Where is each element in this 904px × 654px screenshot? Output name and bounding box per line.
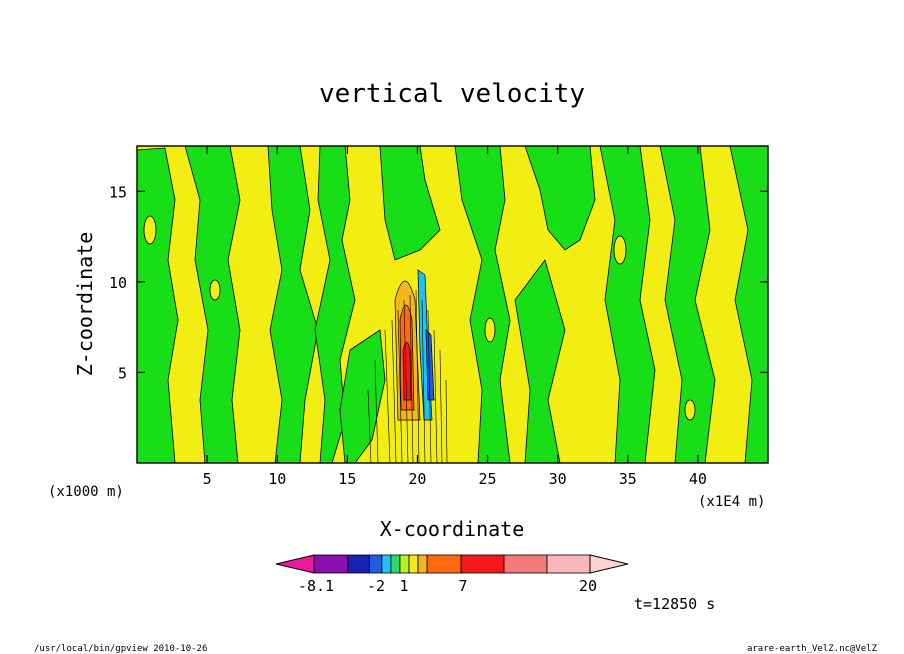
colorbar-swatch [460, 554, 505, 574]
velocity-field [137, 146, 768, 463]
colorbar-max-triangle [589, 554, 629, 574]
chart-title: vertical velocity [319, 79, 585, 109]
colorbar-swatch [546, 554, 591, 574]
x-tick-label: 35 [619, 470, 637, 488]
colorbar-swatch [390, 554, 401, 574]
colorbar-swatch [399, 554, 410, 574]
x-tick-label: 10 [268, 470, 286, 488]
convective-core [394, 269, 435, 421]
colorbar-swatch [426, 554, 462, 574]
colorbar-min-triangle [275, 554, 315, 574]
colorbar-swatch [313, 554, 349, 574]
z-unit-label: (x1000 m) [48, 484, 124, 500]
colorbar-swatch [417, 554, 428, 574]
footer-right: arare-earth_VelZ.nc@VelZ [747, 644, 878, 654]
x-tick-label: 15 [338, 470, 356, 488]
x-axis-ticks: 5 10 15 20 25 30 35 40 [203, 146, 707, 488]
x-tick-label: 25 [479, 470, 497, 488]
colorbar-tick-labels: -8.1 -2 1 7 20 [298, 577, 597, 595]
colorbar [275, 554, 629, 574]
x-tick-label: 30 [549, 470, 567, 488]
y-tick-label: 10 [109, 274, 127, 292]
x-tick-label: 5 [203, 470, 212, 488]
colorbar-swatch [408, 554, 419, 574]
colorbar-swatch [381, 554, 392, 574]
y-tick-label: 5 [118, 364, 127, 382]
colorbar-tick-label: -8.1 [298, 577, 334, 595]
colorbar-tick-label: 1 [399, 577, 408, 595]
colorbar-swatch [369, 554, 383, 574]
x-tick-label: 20 [408, 470, 426, 488]
x-unit-label: (x1E4 m) [698, 494, 765, 510]
x-tick-label: 40 [689, 470, 707, 488]
x-axis-title: X-coordinate [380, 517, 525, 541]
colorbar-tick-label: 20 [579, 577, 597, 595]
colorbar-tick-label: 7 [458, 577, 467, 595]
colorbar-tick-label: -2 [367, 577, 385, 595]
y-axis-ticks: 5 10 15 [109, 183, 768, 382]
colorbar-swatch [347, 554, 370, 574]
footer-left: /usr/local/bin/gpview 2010-10-26 [34, 644, 207, 654]
y-axis-title: Z-coordinate [73, 232, 97, 377]
plot-frame [136, 145, 769, 464]
y-tick-label: 15 [109, 183, 127, 201]
time-label: t=12850 s [634, 595, 715, 613]
contour-lines [367, 289, 448, 463]
colorbar-swatch [503, 554, 548, 574]
